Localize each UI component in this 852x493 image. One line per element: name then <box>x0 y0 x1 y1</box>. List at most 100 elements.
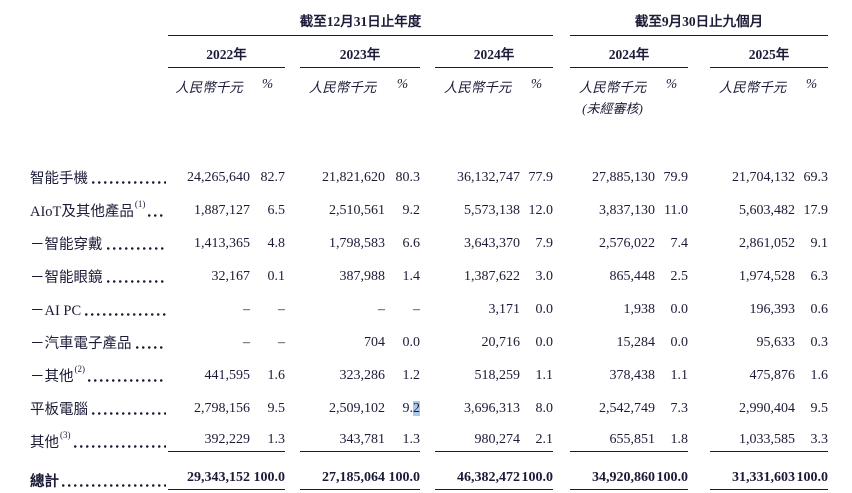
value-2024-9m: 655,851 <box>570 432 655 452</box>
pct-2022: 82.7 <box>260 169 286 185</box>
total-pct-2024-9m: 100.0 <box>655 470 688 490</box>
percent-header: % <box>530 76 543 91</box>
total-pct-2025-9m: 100.0 <box>795 470 828 490</box>
pct-2025-9m: 3.3 <box>795 432 828 452</box>
value-2022: 441,595 <box>204 367 251 383</box>
value-2025-9m: 1,033,585 <box>710 432 795 452</box>
total-2023: 27,185,064 <box>300 470 385 490</box>
row-label: －汽車電子產品 <box>30 336 132 352</box>
value-2025-9m: 1,974,528 <box>739 268 795 284</box>
pct-2024: 12.0 <box>528 202 554 218</box>
pct-2023: 9.2 <box>402 202 421 218</box>
value-2024: 518,259 <box>474 367 521 383</box>
table-row-automotive-electronics: －汽車電子產品 – – 704 0.0 20,716 0.0 15,284 0.… <box>30 326 852 359</box>
pct-2024-9m: 0.0 <box>670 334 689 350</box>
row-label: 其他 <box>30 435 59 451</box>
pct-2023-with-selection: 9.2 <box>385 400 420 417</box>
value-2023: 323,286 <box>339 367 386 383</box>
value-2024-9m: 15,284 <box>616 334 656 350</box>
unit-header: 人民幣千元 <box>578 80 647 95</box>
total-pct-2022: 100.0 <box>250 470 285 490</box>
pct-2023: – <box>413 301 420 317</box>
value-2024: 3,171 <box>488 301 521 317</box>
pct-2022: 1.6 <box>267 367 286 383</box>
pct-2024-9m: 2.5 <box>670 268 689 284</box>
dot-leader <box>62 483 166 487</box>
value-2025-9m: 2,861,052 <box>739 235 795 251</box>
percent-header: % <box>665 76 678 91</box>
pct-2025-9m: 17.9 <box>803 202 829 218</box>
pct-2022: 0.1 <box>267 268 286 284</box>
percent-header: % <box>805 76 818 91</box>
row-label: －智能眼鏡 <box>30 270 103 286</box>
dot-leader <box>92 412 166 415</box>
pct-2024-9m: 11.0 <box>664 202 688 218</box>
pct-2022: 6.5 <box>267 202 286 218</box>
footnote-marker: (1) <box>134 199 146 209</box>
table-row-smartphones: 智能手機 24,265,640 82.7 21,821,620 80.3 36,… <box>30 161 852 194</box>
value-2025-9m: 5,603,482 <box>739 202 795 218</box>
dot-leader <box>135 346 166 349</box>
year-2023: 2023年 <box>300 43 420 68</box>
text-selection-highlight: 2 <box>413 400 420 416</box>
value-2022: 1,413,365 <box>194 235 250 251</box>
row-label: 智能手機 <box>30 171 88 187</box>
pct-2024-9m: 7.4 <box>670 235 689 251</box>
total-2025-9m: 31,331,603 <box>710 470 795 490</box>
unaudited-note-row: (未經審核) <box>30 98 852 117</box>
pct-2024: 3.0 <box>535 268 554 284</box>
value-2025-9m: 95,633 <box>756 334 796 350</box>
pct-2024: 0.0 <box>535 301 554 317</box>
unit-header: 人民幣千元 <box>443 80 512 95</box>
value-2022: – <box>243 334 250 350</box>
year-2024: 2024年 <box>435 43 553 68</box>
pct-2024-9m: 79.9 <box>663 169 689 185</box>
period-group-nine-months: 截至9月30日止九個月 <box>570 10 828 36</box>
dot-leader <box>106 247 166 250</box>
percent-header: % <box>261 76 274 91</box>
pct-2022: – <box>278 334 285 350</box>
value-2023: 21,821,620 <box>322 169 385 185</box>
footnote-marker: (3) <box>60 430 71 440</box>
table-row-aiot: AIoT及其他產品 (1) 1,887,127 6.5 2,510,561 9.2… <box>30 194 852 227</box>
value-2024: 3,643,370 <box>464 235 520 251</box>
value-2025-9m: 475,876 <box>749 367 796 383</box>
table-row-smart-glasses: －智能眼鏡 32,167 0.1 387,988 1.4 1,387,622 3… <box>30 260 852 293</box>
row-label: －智能穿戴 <box>30 237 103 253</box>
row-label: 平板電腦 <box>30 402 88 418</box>
footnote-marker: (2) <box>74 364 86 374</box>
pct-2024-9m: 1.1 <box>670 367 689 383</box>
total-pct-2024: 100.0 <box>520 470 553 490</box>
dot-leader <box>106 280 166 283</box>
value-2022: – <box>243 301 250 317</box>
value-2023: 387,988 <box>339 268 386 284</box>
pct-2024-9m: 7.3 <box>670 400 689 416</box>
dot-leader <box>73 445 166 448</box>
pct-2024: 8.0 <box>535 400 554 416</box>
pct-text: 9. <box>402 400 414 416</box>
table-row-wearables: －智能穿戴 1,413,365 4.8 1,798,583 6.6 3,643,… <box>30 227 852 260</box>
pct-2024-9m: 0.0 <box>670 301 689 317</box>
pct-2025-9m: 0.6 <box>810 301 829 317</box>
value-2025-9m: 2,990,404 <box>739 400 795 416</box>
total-2022: 29,343,152 <box>168 470 250 490</box>
value-2023: 1,798,583 <box>329 235 385 251</box>
value-2025-9m: 21,704,132 <box>732 169 795 185</box>
dot-leader <box>85 313 166 316</box>
total-label: 總計 <box>30 473 59 490</box>
value-2024: 36,132,747 <box>457 169 520 185</box>
value-2022: 32,167 <box>211 268 251 284</box>
dot-leader <box>92 181 166 184</box>
pct-2025-9m: 0.3 <box>810 334 829 350</box>
table-body: 智能手機 24,265,640 82.7 21,821,620 80.3 36,… <box>30 161 852 493</box>
pct-2025-9m: 9.1 <box>810 235 829 251</box>
table-row-total: 總計 29,343,152 100.0 27,185,064 100.0 46,… <box>30 462 852 493</box>
table-row-tablets: 平板電腦 2,798,156 9.5 2,509,102 9.2 3,696,3… <box>30 392 852 425</box>
value-2023: 704 <box>364 334 385 350</box>
pct-2024: 7.9 <box>535 235 554 251</box>
pct-2023: 6.6 <box>402 235 421 251</box>
value-2022: 24,265,640 <box>187 169 250 185</box>
year-2024-9m: 2024年 <box>570 43 688 68</box>
value-2023: – <box>378 301 385 317</box>
value-2024-9m: 3,837,130 <box>599 202 655 218</box>
